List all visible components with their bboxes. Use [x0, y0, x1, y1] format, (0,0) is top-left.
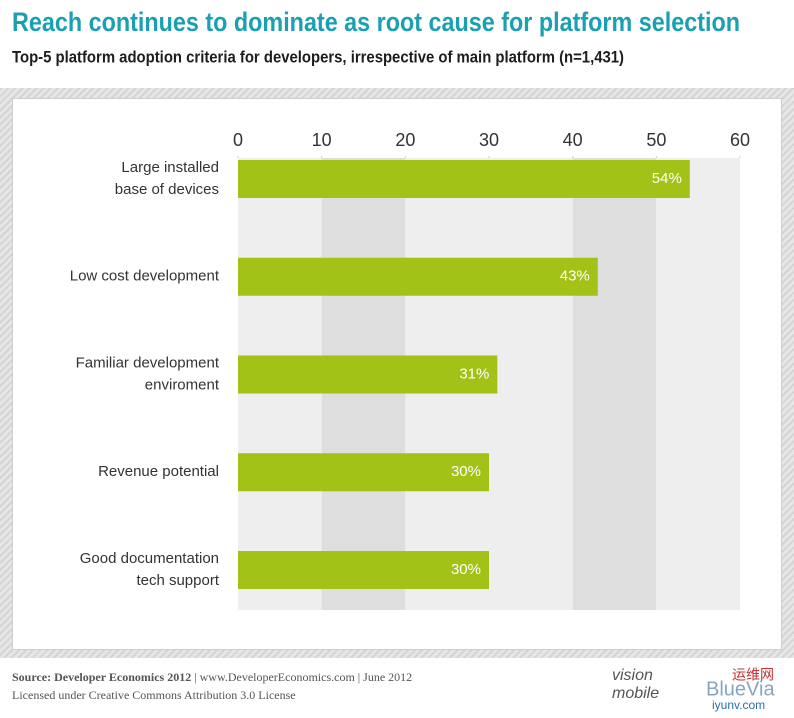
y-tick-label: Revenue potential	[98, 463, 219, 480]
x-tick-label: 20	[395, 130, 415, 150]
watermark: BlueVia	[706, 678, 775, 700]
x-tick-label: 30	[479, 130, 499, 150]
grid-column	[572, 158, 657, 610]
watermark: iyunv.com	[712, 698, 765, 712]
x-tick-label: 0	[233, 130, 243, 150]
x-tick-label: 60	[730, 130, 750, 150]
y-tick-label: Low cost development	[70, 268, 220, 285]
source-label: Source: Developer Economics 2012	[12, 670, 191, 684]
bar	[238, 160, 690, 198]
source-rest: | www.DeveloperEconomics.com | June 2012	[191, 670, 412, 684]
x-tick-label: 40	[563, 130, 583, 150]
chart-subtitle: Top-5 platform adoption criteria for dev…	[12, 47, 624, 66]
bar	[238, 453, 489, 492]
grid-column	[656, 158, 740, 610]
value-label: 54%	[652, 170, 682, 187]
watermark: 运维网	[732, 667, 774, 683]
y-tick-label: Familiar development enviroment	[76, 354, 220, 393]
value-label: 30%	[451, 561, 481, 578]
source: Source: Developer Economics 2012 | www.D…	[12, 670, 412, 684]
bar	[238, 355, 498, 394]
value-label: 30%	[451, 463, 481, 480]
y-tick-label: Large installed base of devices	[115, 159, 219, 198]
logo-text: mobile	[612, 685, 659, 702]
grid-column	[489, 158, 573, 610]
x-tick-label: 50	[646, 130, 666, 150]
value-label: 43%	[560, 268, 590, 285]
value-label: 31%	[459, 365, 489, 382]
chart-title: Reach continues to dominate as root caus…	[12, 7, 740, 37]
license: Licensed under Creative Commons Attribut…	[12, 688, 296, 702]
y-tick-label: Good documentation tech support	[80, 550, 220, 589]
bar	[238, 257, 598, 296]
x-tick-label: 10	[312, 130, 332, 150]
bar	[238, 551, 489, 589]
logo-text: vision	[612, 667, 653, 684]
